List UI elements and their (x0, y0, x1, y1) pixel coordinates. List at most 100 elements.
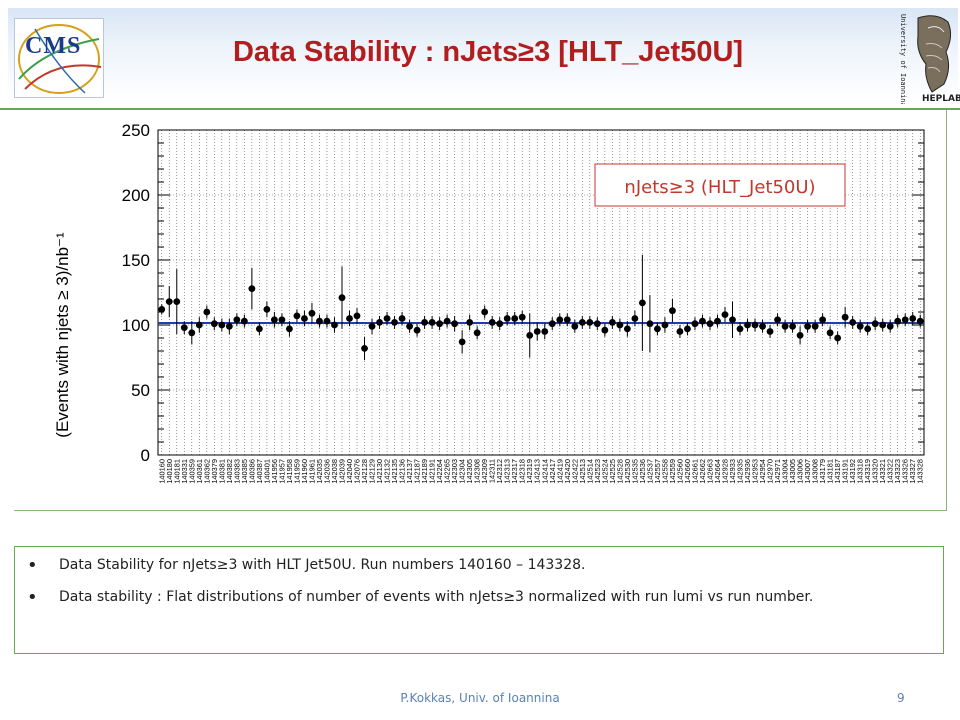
legend-label: nJets≥3 (HLT_Jet50U) (624, 177, 815, 198)
notes-box: Data Stability for nJets≥3 with HLT Jet5… (14, 546, 944, 654)
marker (691, 320, 699, 328)
x-tick-label: 140181 (172, 459, 181, 484)
x-tick-label: 142135 (390, 459, 399, 484)
x-tick-label: 142036 (322, 459, 331, 484)
x-tick-label: 142422 (570, 459, 579, 484)
marker (173, 298, 181, 305)
y-tick-label: 0 (141, 446, 150, 465)
data-point (436, 317, 444, 331)
x-tick-label: 140383 (232, 459, 241, 484)
title-bar: CMS Data Stability : nJets≥3 [HLT_Jet50U… (8, 8, 960, 107)
data-point (669, 299, 676, 323)
marker (293, 312, 301, 320)
marker (301, 315, 308, 322)
marker (383, 315, 391, 322)
marker (616, 321, 624, 329)
x-tick-label: 142137 (405, 459, 414, 484)
marker (458, 338, 466, 346)
data-point (353, 308, 361, 324)
data-point (188, 321, 196, 345)
marker (240, 317, 248, 325)
data-point (271, 312, 278, 328)
marker (593, 320, 601, 328)
marker (263, 306, 271, 313)
marker (481, 308, 489, 316)
x-tick-label: 140381 (217, 459, 226, 484)
marker (751, 321, 759, 329)
data-point (406, 319, 413, 333)
data-point (286, 321, 293, 337)
marker (210, 320, 218, 328)
marker (271, 316, 278, 324)
data-point (421, 315, 428, 329)
uni-logo-text: University of Ioannina (899, 14, 907, 104)
marker (901, 316, 909, 324)
data-point (533, 322, 541, 341)
data-point (631, 310, 639, 327)
grid (158, 130, 924, 455)
marker (759, 322, 766, 330)
x-tick-label: 142413 (533, 459, 542, 484)
x-tick-label: 142559 (668, 459, 677, 484)
x-tick-label: 142039 (337, 459, 346, 484)
data-point (240, 314, 248, 328)
x-tick-label: 143322 (886, 459, 895, 484)
x-tick-label: 142525 (608, 459, 617, 484)
marker (894, 317, 902, 325)
marker (699, 317, 706, 325)
marker (473, 329, 481, 337)
x-tick-label: 142954 (758, 459, 767, 484)
x-tick-label: 142312 (495, 459, 504, 484)
data-point (218, 318, 226, 332)
x-tick-label: 140401 (262, 459, 271, 484)
x-tick-label: 142660 (683, 459, 692, 484)
bullet-item: Data Stability for nJets≥3 with HLT Jet5… (27, 555, 923, 576)
x-tick-label: 142536 (638, 459, 647, 484)
marker (789, 322, 796, 330)
x-tick-label: 140379 (210, 459, 219, 484)
marker (180, 324, 188, 331)
data-point (376, 315, 383, 329)
x-tick-label: 142132 (383, 459, 392, 484)
x-tick-label: 142313 (503, 459, 512, 484)
x-tick-label: 142038 (330, 459, 339, 484)
data-point (383, 312, 391, 325)
marker (676, 328, 684, 335)
y-axis-label: (Events with njets ≥ 3)/nb⁻¹ (53, 232, 72, 438)
x-tick-label: 142971 (773, 459, 782, 484)
x-tick-label: 142128 (360, 459, 369, 484)
data-point (165, 286, 173, 318)
data-point (391, 315, 398, 329)
marker (398, 315, 406, 322)
marker (886, 322, 894, 330)
data-point (834, 331, 842, 345)
data-point (578, 315, 586, 329)
x-tick-label: 143192 (848, 459, 857, 484)
y-tick-label: 250 (122, 121, 150, 140)
data-point (255, 322, 263, 336)
marker (443, 317, 451, 325)
data-point (301, 310, 308, 327)
data-point (466, 314, 474, 331)
data-point (616, 318, 624, 332)
x-tick-label: 142935 (736, 459, 745, 484)
marker (203, 308, 211, 316)
data-point (699, 314, 706, 328)
x-tick-label: 142191 (428, 459, 437, 484)
x-tick-label: 142560 (675, 459, 684, 484)
marker (556, 316, 564, 324)
x-tick-label: 140362 (202, 459, 211, 484)
data-point (714, 314, 721, 328)
marker (255, 325, 263, 333)
data-point (496, 317, 504, 331)
data-point (691, 317, 699, 331)
cms-logo-graphic (18, 24, 102, 94)
data-point (413, 323, 421, 337)
marker (879, 321, 887, 329)
x-tick-label: 142414 (540, 459, 549, 484)
x-tick-label: 143321 (878, 459, 887, 484)
heplab-label: HEPLAB (922, 94, 960, 104)
marker (706, 320, 714, 328)
data-point (511, 312, 519, 325)
x-tick-label: 142311 (488, 459, 497, 483)
